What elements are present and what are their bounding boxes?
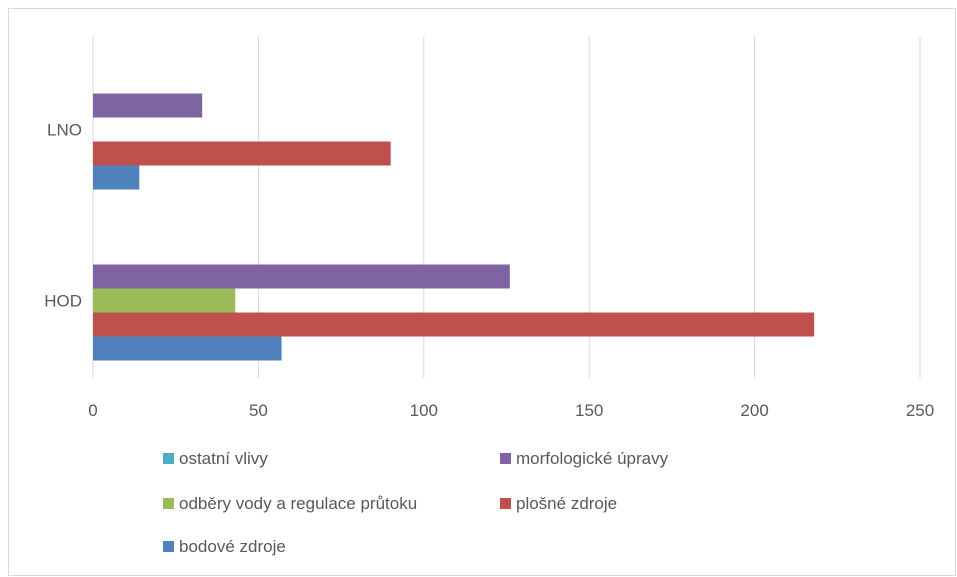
legend-label: odběry vody a regulace průtoku <box>179 494 417 513</box>
bar <box>93 336 282 361</box>
legend-label: plošné zdroje <box>516 494 617 513</box>
x-tick-label: 150 <box>575 401 603 420</box>
legend: ostatní vlivy morfologické úpravy odběry v… <box>163 449 669 556</box>
legend-swatch <box>500 453 511 464</box>
legend-swatch <box>500 498 511 509</box>
bar <box>93 312 815 337</box>
y-category-label: HOD <box>44 292 82 311</box>
legend-swatch <box>163 453 174 464</box>
x-tick-label: 250 <box>906 401 934 420</box>
y-axis-categories: HOD LNO <box>44 121 82 311</box>
bar <box>93 141 391 166</box>
x-tick-label: 100 <box>410 401 438 420</box>
bar <box>93 288 236 313</box>
bar <box>93 264 510 289</box>
bar <box>93 93 203 118</box>
legend-swatch <box>163 541 174 552</box>
bars <box>93 93 815 361</box>
legend-label: morfologické úpravy <box>516 449 669 468</box>
legend-swatch <box>163 498 174 509</box>
x-axis-ticks: 0 50 100 150 200 250 <box>88 401 934 420</box>
legend-label: bodové zdroje <box>179 537 286 556</box>
y-category-label: LNO <box>47 121 82 140</box>
x-tick-label: 200 <box>740 401 768 420</box>
x-tick-label: 0 <box>88 401 97 420</box>
legend-label: ostatní vlivy <box>179 449 268 468</box>
bar <box>93 165 140 190</box>
x-tick-label: 50 <box>249 401 268 420</box>
